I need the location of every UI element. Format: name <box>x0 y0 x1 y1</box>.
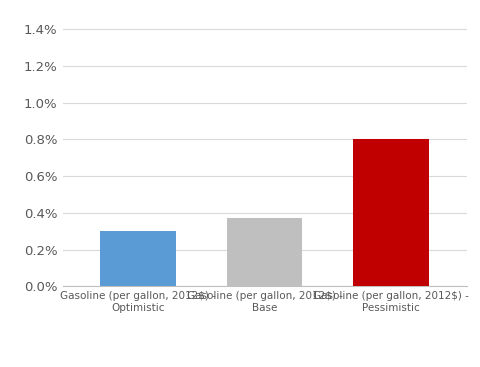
Bar <box>226 218 302 286</box>
Bar <box>100 231 176 286</box>
Bar <box>352 139 428 286</box>
